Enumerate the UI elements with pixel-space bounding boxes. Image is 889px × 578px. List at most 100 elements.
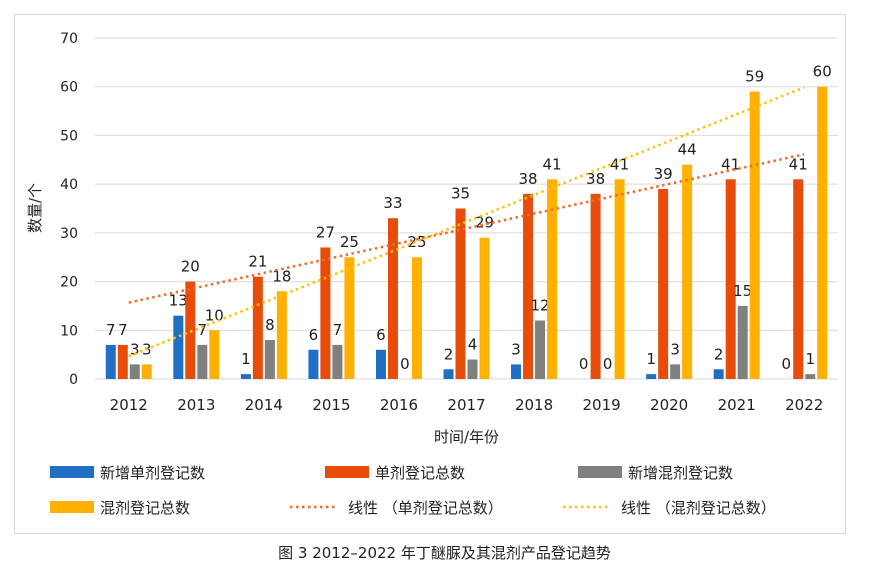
legend-label: 新增单剂登记数 xyxy=(100,464,205,482)
data-label: 41 xyxy=(721,155,740,173)
bar-4 xyxy=(141,364,152,379)
y-tick-label: 10 xyxy=(60,323,78,339)
data-label: 2 xyxy=(714,345,724,363)
bar-4 xyxy=(682,164,693,379)
bar-1 xyxy=(443,369,454,379)
data-label: 38 xyxy=(586,170,605,188)
bar-2 xyxy=(725,179,736,379)
bar-3 xyxy=(670,364,681,379)
y-tick-label: 40 xyxy=(60,177,78,193)
bar-2 xyxy=(320,247,331,379)
data-label: 25 xyxy=(340,233,359,251)
data-label: 33 xyxy=(383,194,402,212)
legend-swatch-icon xyxy=(325,466,369,478)
bar-2 xyxy=(793,179,804,379)
data-label: 4 xyxy=(468,336,478,354)
legend-label: 线性 （单剂登记总数） xyxy=(348,499,503,517)
x-tick-label: 2019 xyxy=(582,396,620,414)
x-tick-label: 2012 xyxy=(110,396,148,414)
bar-1 xyxy=(240,374,251,379)
legend-label: 新增混剂登记数 xyxy=(628,464,733,482)
bar-3 xyxy=(197,344,208,379)
bar-4 xyxy=(411,257,422,379)
y-tick-label: 70 xyxy=(60,31,78,47)
y-axis-label: 数量/个 xyxy=(26,183,44,233)
data-label: 29 xyxy=(475,214,494,232)
data-label: 2 xyxy=(444,345,454,363)
x-tick-label: 2013 xyxy=(177,396,215,414)
trendline-1 xyxy=(128,153,805,304)
data-label: 0 xyxy=(400,355,410,373)
data-label: 39 xyxy=(654,165,673,183)
data-label: 6 xyxy=(309,326,319,344)
bar-1 xyxy=(375,349,386,379)
bar-2 xyxy=(658,189,669,379)
x-tick-label: 2015 xyxy=(312,396,350,414)
data-label: 0 xyxy=(781,355,791,373)
bar-4 xyxy=(614,179,625,379)
x-tick-label: 2021 xyxy=(718,396,756,414)
bar-2 xyxy=(117,344,128,379)
data-label: 44 xyxy=(678,141,697,159)
bar-3 xyxy=(264,340,275,379)
x-tick-label: 2017 xyxy=(447,396,485,414)
y-tick-label: 0 xyxy=(69,372,78,388)
data-label: 12 xyxy=(530,297,549,315)
data-label: 41 xyxy=(542,155,561,173)
bar-4 xyxy=(276,291,287,379)
data-label: 25 xyxy=(407,233,426,251)
data-label: 0 xyxy=(579,355,589,373)
legend-label: 单剂登记总数 xyxy=(375,464,465,482)
data-label: 38 xyxy=(518,170,537,188)
bar-3 xyxy=(332,344,343,379)
bar-3 xyxy=(737,305,748,379)
y-tick-label: 60 xyxy=(60,80,78,96)
data-label: 20 xyxy=(181,258,200,276)
bar-1 xyxy=(646,374,657,379)
data-label: 0 xyxy=(603,355,613,373)
x-axis-label: 时间/年份 xyxy=(434,428,499,446)
legend-label: 线性 （混剂登记总数） xyxy=(621,499,776,517)
data-label: 21 xyxy=(248,253,267,271)
data-label: 13 xyxy=(169,292,188,310)
data-label: 3 xyxy=(130,340,140,358)
bar-3 xyxy=(805,374,816,379)
legend-label: 混剂登记总数 xyxy=(100,499,190,517)
data-label: 18 xyxy=(272,267,291,285)
data-label: 3 xyxy=(511,340,521,358)
data-label: 41 xyxy=(610,155,629,173)
bar-2 xyxy=(252,276,263,379)
figure-caption: 图 3 2012–2022 年丁醚脲及其混剂产品登记趋势 xyxy=(278,544,611,562)
legend-swatch-icon xyxy=(50,501,94,513)
bar-4 xyxy=(479,237,490,379)
trendline-2 xyxy=(128,86,805,358)
data-label: 1 xyxy=(646,350,656,368)
data-label: 27 xyxy=(316,223,335,241)
bar-4 xyxy=(749,91,760,379)
x-tick-label: 2020 xyxy=(650,396,688,414)
bar-1 xyxy=(173,315,184,379)
bar-1 xyxy=(308,349,319,379)
bar-2 xyxy=(523,193,534,379)
bar-2 xyxy=(455,208,466,379)
y-tick-label: 20 xyxy=(60,275,78,291)
bar-1 xyxy=(105,344,116,379)
bar-4 xyxy=(817,86,828,379)
data-label: 35 xyxy=(451,185,470,203)
legend-swatch-icon xyxy=(578,466,622,478)
data-label: 7 xyxy=(198,321,208,339)
bar-4 xyxy=(344,257,355,379)
data-label: 8 xyxy=(265,316,275,334)
legend-swatch-icon xyxy=(50,466,94,478)
chart-frame xyxy=(14,14,846,534)
data-label: 41 xyxy=(789,155,808,173)
y-tick-label: 50 xyxy=(60,128,78,144)
bar-2 xyxy=(590,193,601,379)
data-label: 7 xyxy=(333,321,343,339)
bar-3 xyxy=(129,364,140,379)
bar-2 xyxy=(185,281,196,379)
x-tick-label: 2018 xyxy=(515,396,553,414)
data-label: 7 xyxy=(118,321,128,339)
data-label: 60 xyxy=(813,63,832,81)
